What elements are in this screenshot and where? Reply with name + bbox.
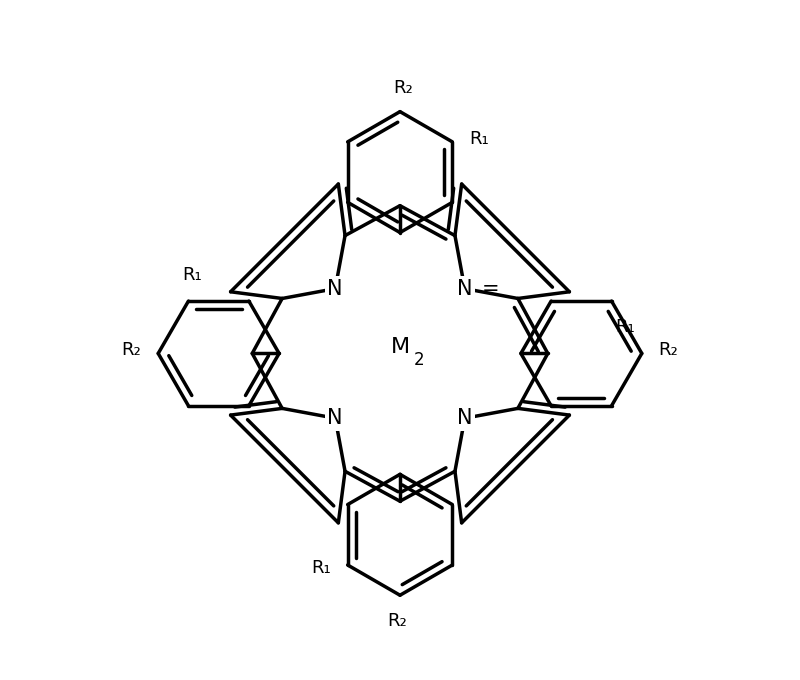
Text: N: N (457, 408, 473, 428)
Text: R₁: R₁ (182, 267, 202, 284)
Text: R₂: R₂ (658, 341, 678, 359)
Text: R₂: R₂ (394, 79, 414, 97)
Text: R₁: R₁ (469, 129, 489, 148)
Text: R₁: R₁ (615, 318, 634, 336)
Text: M: M (390, 337, 410, 357)
Text: 2: 2 (414, 351, 424, 369)
Text: N: N (327, 279, 343, 299)
Text: R₂: R₂ (122, 341, 142, 359)
Text: N: N (327, 408, 343, 428)
Text: =: = (482, 279, 499, 299)
Text: N: N (457, 279, 473, 299)
Text: R₁: R₁ (311, 560, 331, 577)
Text: R₂: R₂ (386, 612, 406, 630)
